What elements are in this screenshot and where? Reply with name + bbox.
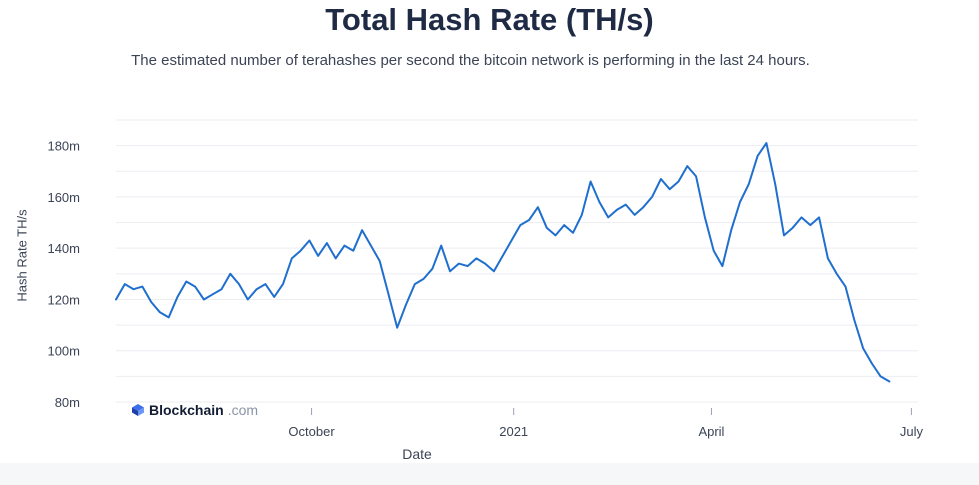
x-tick-label: October: [288, 424, 335, 439]
y-tick-label: 140m: [47, 241, 80, 256]
y-tick-label: 100m: [47, 344, 80, 359]
x-tick-label: April: [698, 424, 724, 439]
footer-band: [0, 463, 979, 485]
y-tick-label: 180m: [47, 139, 80, 154]
hash-rate-chart: 80m 100m 120m 140m 160m 180m October 2021 April…: [47, 119, 923, 439]
blockchain-cube-icon: [132, 404, 144, 416]
grid-lines: [116, 119, 918, 403]
series-line: [115, 142, 891, 383]
x-tick-label: July: [900, 424, 924, 439]
y-axis-ticks: 80m 100m 120m 140m 160m 180m: [47, 139, 80, 410]
chart-subtitle: The estimated number of terahashes per s…: [131, 52, 810, 69]
series-layer: [115, 142, 891, 383]
x-tick-label: 2021: [499, 424, 528, 439]
x-axis-label: Date: [402, 446, 432, 462]
y-axis-label: Hash Rate TH/s: [14, 209, 30, 302]
chart-title: Total Hash Rate (TH/s): [325, 2, 654, 37]
y-tick-label: 120m: [47, 292, 80, 307]
x-axis-ticks: October 2021 April July: [288, 408, 923, 439]
y-tick-label: 160m: [47, 190, 80, 205]
blockchain-watermark: Blockchain .com: [131, 402, 258, 418]
watermark-domain: .com: [227, 402, 259, 418]
watermark-brand: Blockchain: [149, 402, 224, 418]
y-tick-label: 80m: [55, 395, 80, 410]
